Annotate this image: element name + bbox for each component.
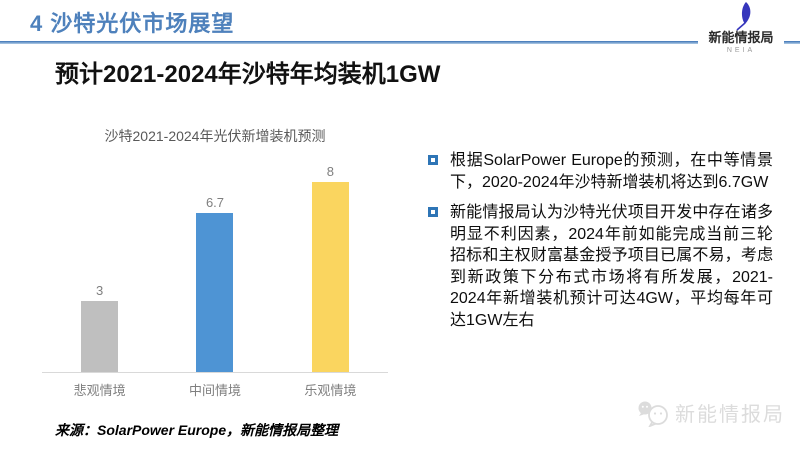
brand-logo: 新能情报局 NEIA bbox=[695, 1, 787, 54]
category-label: 乐观情境 bbox=[304, 383, 357, 398]
chart-bar-slot: 8 bbox=[273, 160, 388, 372]
section-title: 沙特光伏市场展望 bbox=[50, 11, 235, 36]
bar-value-label: 3 bbox=[96, 283, 104, 298]
category-label: 中间情境 bbox=[188, 383, 241, 398]
chart-plot-area: 3 6.7 8 bbox=[42, 160, 388, 373]
bullet-text: 根据SolarPower Europe的预测，在中等情景下，2020-2024年… bbox=[450, 152, 773, 191]
bullet-item: 新能情报局认为沙特光伏项目开发中存在诸多明显不利因素，2024年前如能完成当前三… bbox=[428, 202, 773, 331]
chart-title: 沙特2021-2024年光伏新增装机预测 bbox=[104, 128, 326, 144]
category-label: 悲观情境 bbox=[73, 383, 126, 398]
chart-bar-slot: 3 bbox=[42, 160, 157, 372]
chart-bar bbox=[196, 213, 234, 372]
chart-bar bbox=[311, 182, 349, 372]
header-divider-right bbox=[784, 41, 800, 44]
bar-value-label: 6.7 bbox=[205, 195, 225, 210]
chart-bar bbox=[81, 301, 119, 372]
page-title: 预计2021-2024年沙特年均装机1GW bbox=[55, 61, 441, 88]
bar-chart: 沙特2021-2024年光伏新增装机预测 3 6.7 8 悲观情境 中间情境 乐观情境 bbox=[42, 126, 388, 399]
bar-value-label: 8 bbox=[326, 164, 334, 179]
square-bullet-icon bbox=[428, 155, 438, 165]
watermark-text: 新能情报局 bbox=[675, 404, 785, 426]
watermark: 新能情报局 bbox=[636, 398, 785, 427]
header-divider-left bbox=[0, 41, 698, 44]
brand-subtitle: NEIA bbox=[726, 47, 756, 54]
brand-name: 新能情报局 bbox=[708, 30, 774, 45]
bullet-item: 根据SolarPower Europe的预测，在中等情景下，2020-2024年… bbox=[428, 150, 773, 193]
section-number: 4 bbox=[30, 11, 44, 36]
feather-icon bbox=[736, 2, 751, 31]
source-note: 来源：SolarPower Europe，新能情报局整理 bbox=[55, 422, 339, 438]
bullet-text: 新能情报局认为沙特光伏项目开发中存在诸多明显不利因素，2024年前如能完成当前三… bbox=[450, 204, 773, 329]
chart-bar-slot: 6.7 bbox=[157, 160, 272, 372]
section-header: 4 沙特光伏市场展望 bbox=[30, 6, 234, 38]
wechat-icon bbox=[638, 401, 668, 427]
bullet-list: 根据SolarPower Europe的预测，在中等情景下，2020-2024年… bbox=[428, 150, 773, 340]
square-bullet-icon bbox=[428, 207, 438, 217]
chart-category-axis: 悲观情境 中间情境 乐观情境 bbox=[42, 373, 388, 399]
